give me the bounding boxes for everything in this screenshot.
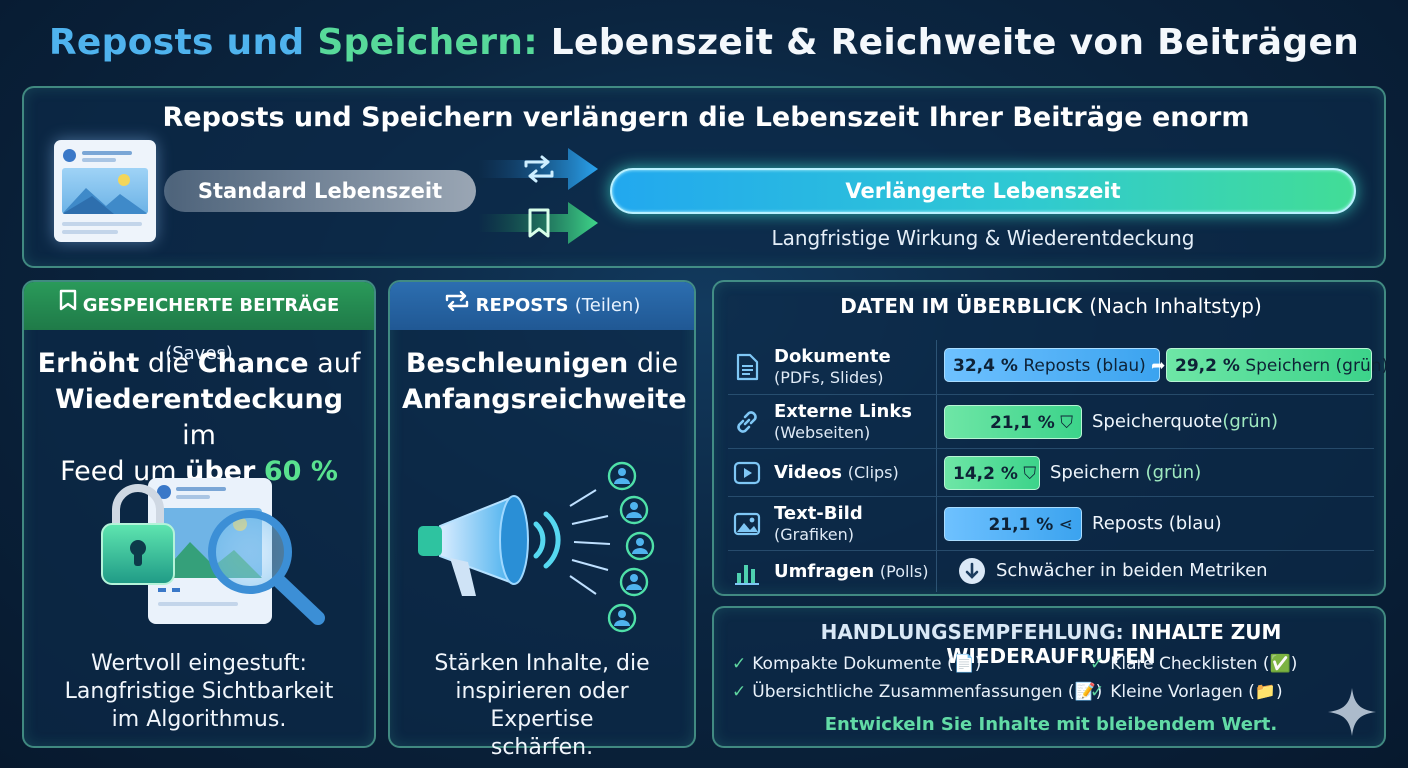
arrow-down-icon <box>959 558 985 584</box>
recommendation-header: HANDLUNGSEMPFEHLUNG: INHALTE ZUM WIEDERA… <box>820 620 1282 668</box>
share-icon: ⋖ <box>1058 515 1073 535</box>
saves-header-label: GESPEICHERTE BEITRÄGE <box>82 295 340 316</box>
check-icon: ✓ <box>732 654 747 674</box>
recommendation-item: ✓ Übersichtliche Zusammenfassungen (📝) <box>732 682 1103 702</box>
row-label: Dokumente (PDFs, Slides) <box>774 346 891 387</box>
data-row-videos: Videos (Clips) 14,2 % ⛉ Speichern (grün) <box>728 448 1374 496</box>
saved-post-illustration-icon <box>101 478 325 625</box>
recommendation-item: ✓ Kleine Vorlagen (📁) <box>1090 682 1283 702</box>
saves-header: GESPEICHERTE BEITRÄGE (Saves) <box>24 282 374 364</box>
recommendation-item: ✓ Kompakte Dokumente (📄) <box>732 654 982 674</box>
reposts-value-chip: 32,4 % Reposts (blau) ➦ <box>944 348 1165 382</box>
post-card-icon <box>54 140 156 242</box>
reposts-footer: Stärken Inhalte, die inspirieren oder Ex… <box>434 651 650 760</box>
page-title: Reposts und Speichern: Lebenszeit & Reic… <box>0 22 1408 63</box>
row-label: Videos (Clips) <box>774 462 899 483</box>
row-metric-label: Reposts (blau) <box>1092 513 1222 534</box>
row-label: Externe Links (Webseiten) <box>774 401 913 442</box>
row-metric-label: Speichern (grün) <box>1050 462 1202 483</box>
data-row-external-links: Externe Links (Webseiten) 21,1 % ⛉ Speic… <box>728 394 1374 448</box>
reposts-header-label: REPOSTS <box>475 295 569 316</box>
saves-panel: GESPEICHERTE BEITRÄGE (Saves) Erhöht die… <box>22 280 376 748</box>
repost-icon <box>444 282 470 330</box>
saves-value-chip: 14,2 % ⛉ <box>944 456 1040 490</box>
link-icon <box>737 411 757 433</box>
saves-value-chip: 29,2 % Speichern (grün) <box>1166 348 1388 382</box>
bookmark-icon: ⛉ <box>1060 413 1073 433</box>
check-icon: ✓ <box>732 682 747 702</box>
title-part-1: Reposts und <box>48 22 305 63</box>
lifetime-banner: Reposts und Speichern verlängern die Leb… <box>22 86 1386 268</box>
row-metric-label: Schwächer in beiden Metriken <box>996 560 1268 581</box>
bookmark-arrow-icon <box>478 202 598 244</box>
saves-header-sub: (Saves) <box>165 343 233 364</box>
megaphone-illustration-icon <box>418 461 655 633</box>
saves-footer: Wertvoll eingestuft: Langfristige Sichtb… <box>64 651 334 732</box>
title-part-3: Lebenszeit & Reichweite von Beiträgen <box>550 22 1360 63</box>
repost-arrow-icon <box>478 148 598 190</box>
document-icon <box>736 353 759 381</box>
row-label: Umfragen (Polls) <box>774 561 929 582</box>
data-row-polls: Umfragen (Polls) Schwächer in beiden Met… <box>728 550 1374 592</box>
title-part-2: Speichern: <box>317 22 538 63</box>
reposts-header: REPOSTS (Teilen) <box>390 282 694 330</box>
row-metric-label: Speicherquote(grün) <box>1092 411 1279 432</box>
bookmark-icon: ⛉ <box>1023 464 1037 484</box>
recommendation-panel: HANDLUNGSEMPFEHLUNG: INHALTE ZUM WIEDERA… <box>712 606 1386 748</box>
data-overview-header: DATEN IM ÜBERBLICK (Nach Inhaltstyp) <box>840 294 1262 318</box>
reposts-title: Beschleunigen die Anfangsreichweite <box>402 348 687 415</box>
banner-headline: Reposts und Speichern verlängern die Leb… <box>162 102 1250 133</box>
bookmark-icon <box>59 282 77 330</box>
check-icon: ✓ <box>1090 654 1105 674</box>
standard-lifetime-bar: Standard Lebenszeit <box>164 170 476 212</box>
image-icon <box>733 512 761 536</box>
recommendation-footer: Entwickeln Sie Inhalte mit bleibendem We… <box>824 714 1278 735</box>
data-row-text-image: Text-Bild (Grafiken) 21,1 % ⋖ Reposts (b… <box>728 496 1374 550</box>
saves-value-chip: 21,1 % ⛉ <box>944 405 1082 439</box>
reposts-header-sub: (Teilen) <box>574 295 641 316</box>
video-icon <box>733 461 761 485</box>
data-overview-panel: DATEN IM ÜBERBLICK (Nach Inhaltstyp) Dok… <box>712 280 1388 596</box>
bar-chart-icon <box>735 565 759 585</box>
extended-lifetime-subtitle: Langfristige Wirkung & Wiederentdeckung <box>771 226 1195 250</box>
row-label: Text-Bild (Grafiken) <box>774 503 863 544</box>
reposts-value-chip: 21,1 % ⋖ <box>944 507 1082 541</box>
saves-title: Erhöht die Chance auf Wiederentdeckung i… <box>37 348 361 487</box>
extended-lifetime-bar: Verlängerte Lebenszeit <box>610 168 1356 214</box>
check-icon: ✓ <box>1090 682 1105 702</box>
sparkle-icon <box>1328 688 1376 736</box>
data-row-documents: Dokumente (PDFs, Slides) 32,4 % Reposts … <box>728 340 1388 394</box>
recommendation-item: ✓ Klare Checklisten (✅) <box>1090 654 1298 674</box>
reposts-panel: REPOSTS (Teilen) Beschleunigen die Anfan… <box>388 280 696 760</box>
